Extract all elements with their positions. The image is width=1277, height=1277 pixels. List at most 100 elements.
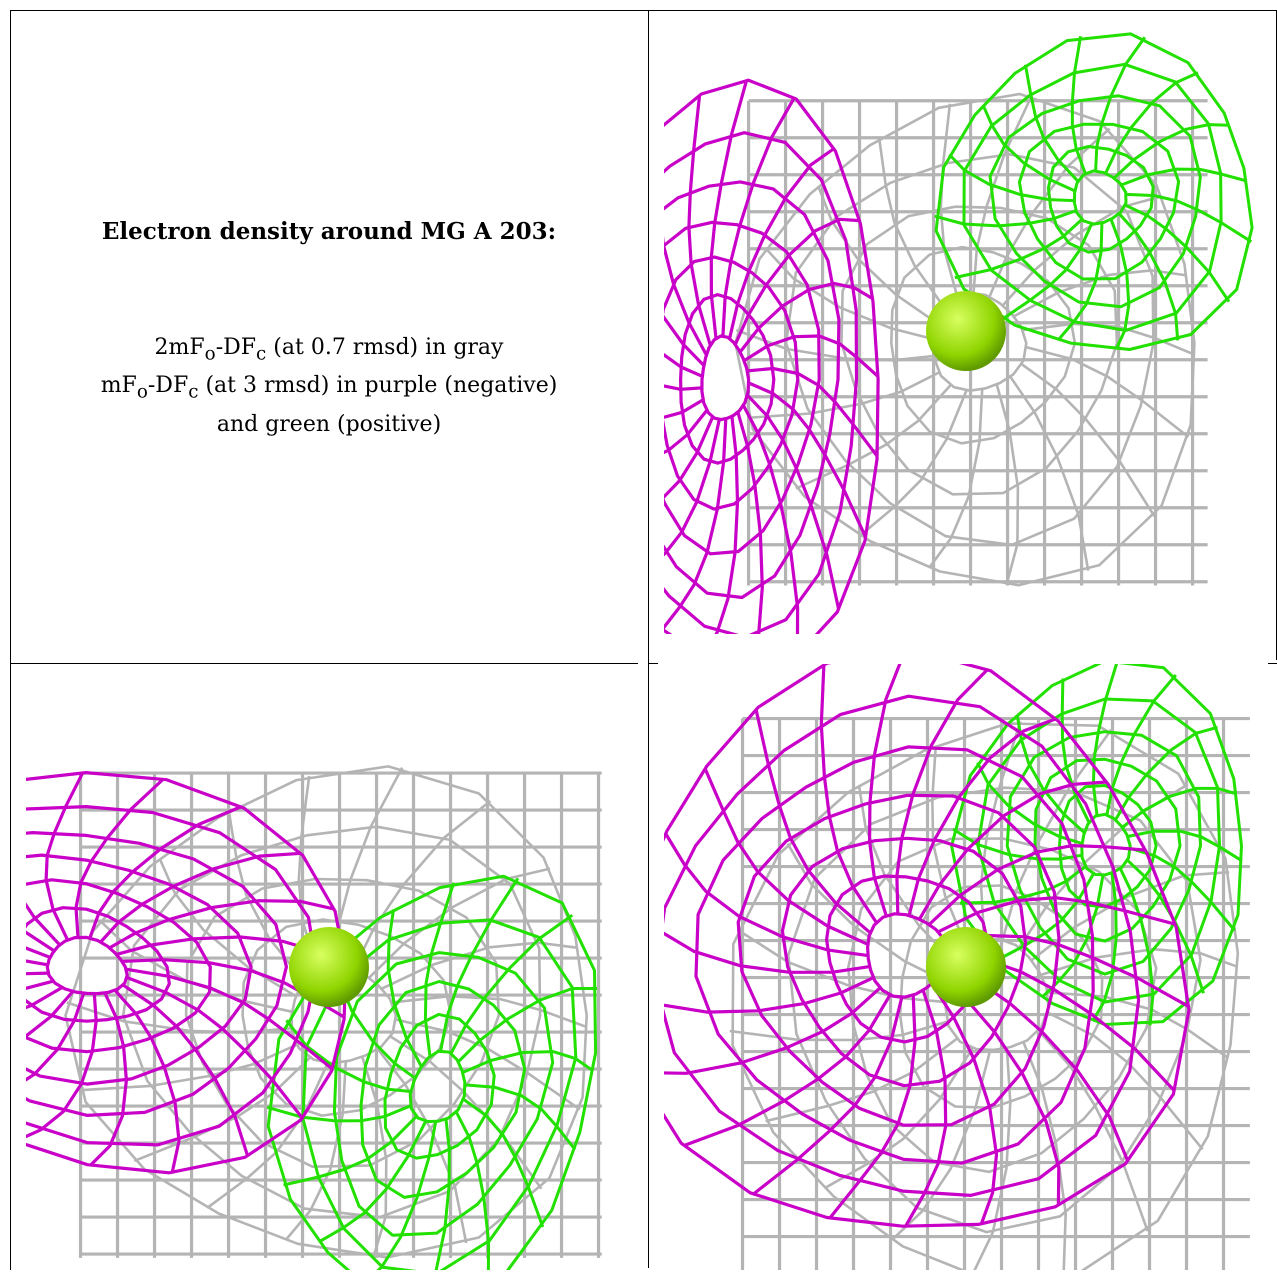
frame-left-border: [10, 10, 11, 1270]
positive-difference-mesh-spoke: [454, 1111, 491, 1270]
positive-difference-mesh: [266, 874, 598, 1270]
density-view-top-right: [664, 28, 1268, 634]
positive-difference-mesh-spoke: [1091, 664, 1119, 816]
positive-difference-mesh-spoke: [1126, 192, 1253, 243]
gray-2fo-fc-mesh-spoke: [1001, 194, 1163, 307]
gray-2fo-fc-mesh-spoke: [823, 1047, 974, 1190]
negative-difference-mesh-spoke: [664, 409, 709, 455]
gray-2fo-fc-mesh-ring: [184, 877, 501, 1168]
positive-difference-mesh-ring: [1017, 122, 1181, 281]
negative-difference-mesh-spoke: [664, 352, 703, 378]
positive-difference-mesh-spoke: [423, 882, 456, 1057]
negative-difference-mesh-spoke: [868, 664, 902, 917]
gray-2fo-fc-mesh-ring: [840, 205, 1119, 496]
gray-2fo-fc-mesh-spoke: [1022, 1041, 1067, 1270]
negative-difference-mesh-spoke: [728, 147, 836, 339]
positive-difference-mesh-ring: [1072, 169, 1128, 226]
negative-difference-mesh-spoke: [741, 404, 800, 634]
negative-difference-mesh-spoke: [895, 668, 989, 914]
positive-difference-mesh-spoke: [1117, 212, 1180, 341]
negative-difference-mesh-ring: [664, 78, 880, 634]
positive-difference-mesh: [934, 32, 1254, 351]
gray-2fo-fc-mesh-spoke: [878, 138, 947, 310]
positive-difference-mesh-spoke: [1104, 71, 1199, 175]
positive-difference-mesh-spoke: [1070, 35, 1087, 174]
positive-difference-mesh-spoke: [1129, 846, 1236, 932]
gray-2fo-fc-mesh-spoke: [381, 941, 579, 990]
legend-difference-map: mFo-DFc (at 3 rmsd) in purple (negative): [100, 373, 558, 403]
negative-difference-mesh-spoke: [819, 664, 878, 924]
positive-difference-mesh-spoke: [462, 1050, 594, 1074]
negative-difference-mesh-ring: [26, 906, 171, 1023]
negative-difference-mesh-spoke: [99, 851, 302, 944]
negative-difference-mesh-spoke: [664, 398, 704, 419]
gray-2fo-fc-mesh-spoke: [284, 1061, 348, 1241]
gray-2fo-fc-mesh-spoke: [376, 1048, 468, 1244]
negative-difference-mesh-spoke: [44, 771, 85, 941]
negative-difference-mesh-spoke: [746, 394, 841, 610]
gray-2fo-fc-mesh-ring: [731, 722, 1240, 1270]
negative-difference-mesh-spoke: [907, 717, 1057, 916]
negative-difference-mesh-spoke: [743, 334, 880, 378]
positive-difference-mesh-spoke: [994, 873, 1095, 963]
negative-difference-mesh-spoke: [937, 896, 1176, 934]
gray-2fo-fc-mesh-spoke: [988, 127, 1111, 298]
negative-difference-mesh-ring: [736, 793, 1061, 1127]
caption-legend: 2mFo-DFc (at 0.7 rmsd) in gray mFo-DFc (…: [12, 332, 646, 441]
negative-difference-mesh-spoke: [26, 990, 75, 1039]
gray-2fo-fc-mesh-spoke: [765, 1037, 958, 1123]
gray-2fo-fc-mesh-spoke: [1026, 345, 1190, 439]
caption-cell: Electron density around MG A 203: 2mFo-D…: [12, 12, 646, 660]
negative-difference-mesh-spoke: [26, 993, 98, 1139]
positive-difference-mesh-spoke: [266, 1104, 412, 1123]
gray-2fo-fc-mesh-spoke: [360, 1056, 388, 1258]
gray-2fo-fc-mesh-spoke: [795, 384, 952, 490]
positive-difference-mesh-spoke: [386, 909, 423, 1068]
negative-difference-mesh-spoke: [709, 79, 749, 339]
positive-difference-mesh-spoke: [981, 104, 1076, 193]
density-view-bottom-left: [26, 664, 632, 1270]
gray-2fo-fc-mesh-spoke: [764, 247, 936, 341]
gray-2fo-fc-mesh-spoke: [928, 389, 984, 569]
gray-2fo-fc-mesh-ring: [64, 765, 588, 1259]
gray-2fo-fc-mesh-spoke: [1013, 269, 1187, 318]
negative-difference-mesh-spoke: [738, 281, 874, 354]
negative-difference-mesh-ring: [700, 334, 751, 422]
gray-2fo-fc-mesh-spoke: [995, 384, 1020, 586]
grid-divider-horizontal-mid: [648, 663, 658, 664]
negative-difference-mesh-spoke: [683, 994, 892, 1148]
positive-difference-mesh-spoke: [1001, 223, 1093, 321]
negative-difference-mesh-ring: [664, 180, 841, 600]
positive-difference-mesh-spoke: [1094, 36, 1147, 171]
negative-difference-mesh-spoke: [26, 930, 55, 953]
gray-2fo-fc-mesh-ring: [784, 153, 1155, 547]
gray-2fo-fc-grid: [740, 716, 1250, 1270]
positive-difference-mesh-ring: [266, 874, 598, 1270]
positive-difference-mesh-spoke: [434, 1118, 451, 1270]
negative-difference-mesh-spoke: [74, 777, 165, 938]
gray-2fo-fc-mesh-spoke: [973, 1047, 1012, 1270]
negative-difference-mesh-spoke: [26, 992, 86, 1082]
positive-difference-mesh-spoke: [1109, 218, 1131, 350]
positive-difference-mesh-spoke: [376, 1121, 438, 1270]
positive-difference-mesh-spoke: [462, 1098, 545, 1228]
gray-2fo-fc-mesh-ring: [890, 245, 1077, 445]
negative-difference-mesh-spoke: [126, 976, 304, 1120]
negative-difference-mesh-spoke: [664, 986, 882, 1075]
density-mesh-bottom-right: [664, 664, 1250, 1270]
negative-difference-mesh-spoke: [703, 767, 869, 946]
caption-title: Electron density around MG A 203:: [101, 218, 557, 245]
negative-difference-mesh-spoke: [125, 967, 334, 1071]
gray-2fo-fc-mesh-spoke: [99, 919, 293, 1014]
negative-difference-mesh-spoke: [687, 94, 712, 346]
negative-difference-mesh-spoke: [828, 995, 917, 1220]
positive-difference-mesh-spoke: [959, 865, 1087, 905]
negative-difference-mesh-spoke: [664, 832, 869, 958]
positive-difference-mesh-ring: [408, 1049, 467, 1123]
gray-2fo-fc-mesh-ring: [787, 786, 1202, 1234]
grid-divider-vertical: [648, 10, 649, 1268]
positive-difference-mesh-spoke: [934, 209, 1077, 228]
negative-difference-mesh: [664, 78, 880, 634]
negative-difference-mesh-spoke: [938, 974, 1061, 1206]
positive-difference-mesh-spoke: [976, 761, 1083, 845]
